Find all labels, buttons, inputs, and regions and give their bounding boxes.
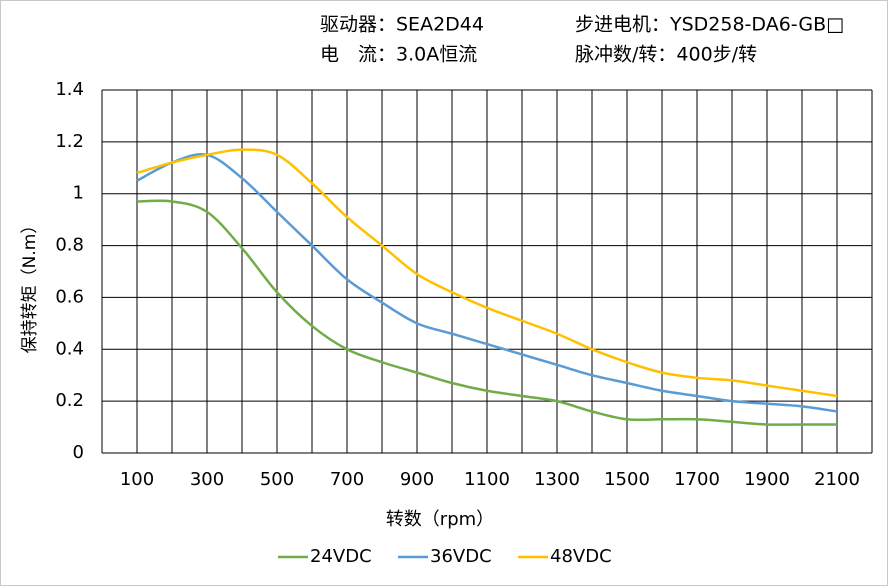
x-tick-label: 100 [120, 469, 154, 490]
x-tick-label: 2100 [814, 469, 860, 490]
y-tick-label: 1.2 [55, 131, 84, 152]
header-driver: 驱动器：SEA2D44 [320, 14, 484, 36]
y-axis-label: 保持转矩（N.m） [20, 217, 40, 354]
series-line [136, 148, 838, 398]
legend-label: 24VDC [310, 546, 372, 567]
y-tick-label: 0.6 [55, 286, 84, 307]
header-current: 电 流：3.0A恒流 [320, 44, 477, 66]
header-motor: 步进电机：YSD258-DA6-GB□ [575, 14, 844, 36]
x-tick-label: 700 [330, 469, 364, 490]
y-tick-label: 1.4 [55, 79, 84, 100]
series-line [136, 199, 837, 426]
header-pulses: 脉冲数/转：400步/转 [575, 44, 757, 66]
x-tick-label: 500 [260, 469, 294, 490]
y-tick-label: 0.2 [55, 390, 84, 411]
legend-label: 36VDC [430, 546, 492, 567]
x-tick-label: 1900 [744, 469, 790, 490]
x-tick-label: 1500 [604, 469, 650, 490]
y-tick-label: 0.4 [55, 338, 84, 359]
x-tick-label: 1700 [674, 469, 720, 490]
x-tick-label: 1300 [534, 469, 580, 490]
y-tick-label: 0.8 [55, 235, 84, 256]
y-tick-label: 1 [73, 183, 84, 204]
x-tick-label: 900 [400, 469, 434, 490]
x-axis-label: 转数（rpm） [386, 509, 494, 530]
x-tick-label: 1100 [464, 469, 510, 490]
x-tick-label: 300 [190, 469, 224, 490]
y-tick-label: 0 [73, 442, 84, 463]
legend-label: 48VDC [550, 546, 612, 567]
series-line [136, 152, 838, 413]
